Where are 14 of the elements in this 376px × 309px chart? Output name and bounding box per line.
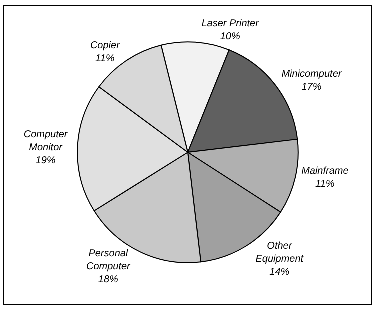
slice-label: Computer Monitor: [24, 130, 68, 154]
data-label: 14%: [270, 266, 290, 278]
data-label: 17%: [302, 82, 322, 94]
data-label: 11%: [316, 178, 335, 190]
data-label: 10%: [220, 31, 240, 42]
slice-label: Copier: [90, 40, 121, 52]
slice-label: Mainframe: [302, 166, 350, 177]
slice-label: Personal Computer: [86, 248, 132, 273]
slice-label: Other Equipment: [256, 240, 305, 265]
slice-label: Minicomputer: [282, 69, 342, 80]
data-label: 19%: [36, 156, 56, 167]
data-label: 18%: [98, 274, 119, 286]
data-label: 11%: [96, 53, 115, 64]
slice-label: Laser Printer: [202, 18, 260, 30]
